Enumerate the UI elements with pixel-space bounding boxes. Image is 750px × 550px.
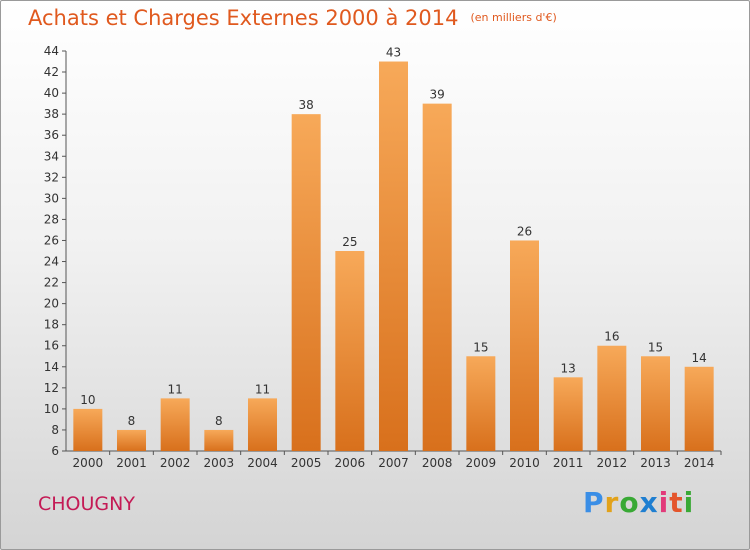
- x-tick-label: 2011: [553, 456, 584, 470]
- y-tick-label: 6: [51, 444, 59, 458]
- bar-value-label: 38: [299, 98, 314, 112]
- proxiti-logo: Proxiti: [583, 486, 694, 519]
- bar-value-label: 39: [430, 88, 445, 102]
- bar: [204, 429, 234, 451]
- chart-unit: (en milliers d'€): [470, 11, 557, 24]
- logo-letter: r: [604, 486, 620, 519]
- bar: [160, 398, 190, 451]
- bar-value-label: 15: [648, 340, 663, 354]
- x-tick-label: 2002: [160, 456, 191, 470]
- bar: [291, 114, 321, 451]
- bar: [684, 366, 714, 451]
- y-tick-label: 20: [44, 297, 59, 311]
- x-tick-label: 2009: [466, 456, 497, 470]
- bar: [73, 408, 103, 451]
- bar: [248, 398, 277, 451]
- bar: [117, 429, 146, 451]
- x-tick-label: 2014: [684, 456, 715, 470]
- y-tick-label: 34: [44, 149, 59, 163]
- commune-name: CHOUGNY: [38, 493, 135, 515]
- bar: [641, 356, 670, 451]
- logo-letter: o: [619, 486, 640, 519]
- y-tick-label: 42: [44, 65, 59, 79]
- chart-title-text: Achats et Charges Externes 2000 à 2014: [28, 6, 459, 30]
- logo-letter: x: [639, 486, 659, 519]
- bar-value-label: 8: [128, 414, 136, 428]
- x-tick-label: 2012: [597, 456, 628, 470]
- bar: [553, 377, 583, 451]
- y-tick-label: 40: [44, 86, 59, 100]
- y-tick-label: 18: [44, 318, 59, 332]
- bar: [466, 356, 496, 451]
- logo-letter: i: [683, 486, 695, 519]
- chart-bars: 10 8 11 8 11 38 25 43 39 15 26 13 16 15 14: [73, 46, 714, 452]
- x-tick-label: 2010: [509, 456, 540, 470]
- y-tick-label: 8: [51, 423, 59, 437]
- bar: [379, 61, 408, 452]
- bar: [335, 251, 365, 451]
- y-tick-label: 16: [44, 339, 59, 353]
- bar-value-label: 8: [215, 414, 223, 428]
- y-tick-label: 32: [44, 170, 59, 184]
- x-tick-label: 2003: [204, 456, 235, 470]
- x-tick-label: 2007: [378, 456, 409, 470]
- x-tick-label: 2005: [291, 456, 322, 470]
- y-tick-label: 26: [44, 233, 59, 247]
- x-tick-label: 2004: [247, 456, 278, 470]
- bar-value-label: 10: [80, 393, 95, 407]
- bar-value-label: 13: [561, 361, 576, 375]
- y-tick-label: 38: [44, 107, 59, 121]
- y-tick-label: 44: [44, 44, 59, 58]
- logo-letter: i: [658, 486, 670, 519]
- logo-letter: P: [583, 486, 605, 519]
- bar-value-label: 11: [255, 382, 270, 396]
- bar-value-label: 14: [692, 351, 707, 365]
- bar: [422, 103, 452, 451]
- logo-letter: t: [669, 486, 684, 519]
- bar-value-label: 25: [342, 235, 357, 249]
- y-tick-label: 10: [44, 402, 59, 416]
- bar-value-label: 15: [473, 340, 488, 354]
- y-tick-label: 22: [44, 276, 59, 290]
- x-tick-label: 2008: [422, 456, 453, 470]
- y-tick-label: 24: [44, 255, 59, 269]
- y-tick-label: 30: [44, 191, 59, 205]
- x-tick-label: 2000: [73, 456, 104, 470]
- bar: [510, 240, 539, 451]
- chart-axes: 6 8 10 12 14 16 18 20 22 24 26 28 30 32 34 36 38 40 42 44 20…: [44, 44, 722, 470]
- bar-value-label: 16: [604, 330, 619, 344]
- y-tick-label: 14: [44, 360, 59, 374]
- x-tick-label: 2006: [335, 456, 366, 470]
- bar-value-label: 43: [386, 46, 401, 60]
- x-tick-label: 2001: [116, 456, 147, 470]
- chart-title: Achats et Charges Externes 2000 à 2014 (e…: [28, 6, 557, 30]
- bar-value-label: 26: [517, 224, 532, 238]
- bar: [597, 345, 627, 451]
- bar-value-label: 11: [168, 382, 183, 396]
- y-tick-label: 12: [44, 381, 59, 395]
- x-tick-label: 2013: [640, 456, 671, 470]
- y-tick-label: 28: [44, 212, 59, 226]
- y-tick-label: 36: [44, 128, 59, 142]
